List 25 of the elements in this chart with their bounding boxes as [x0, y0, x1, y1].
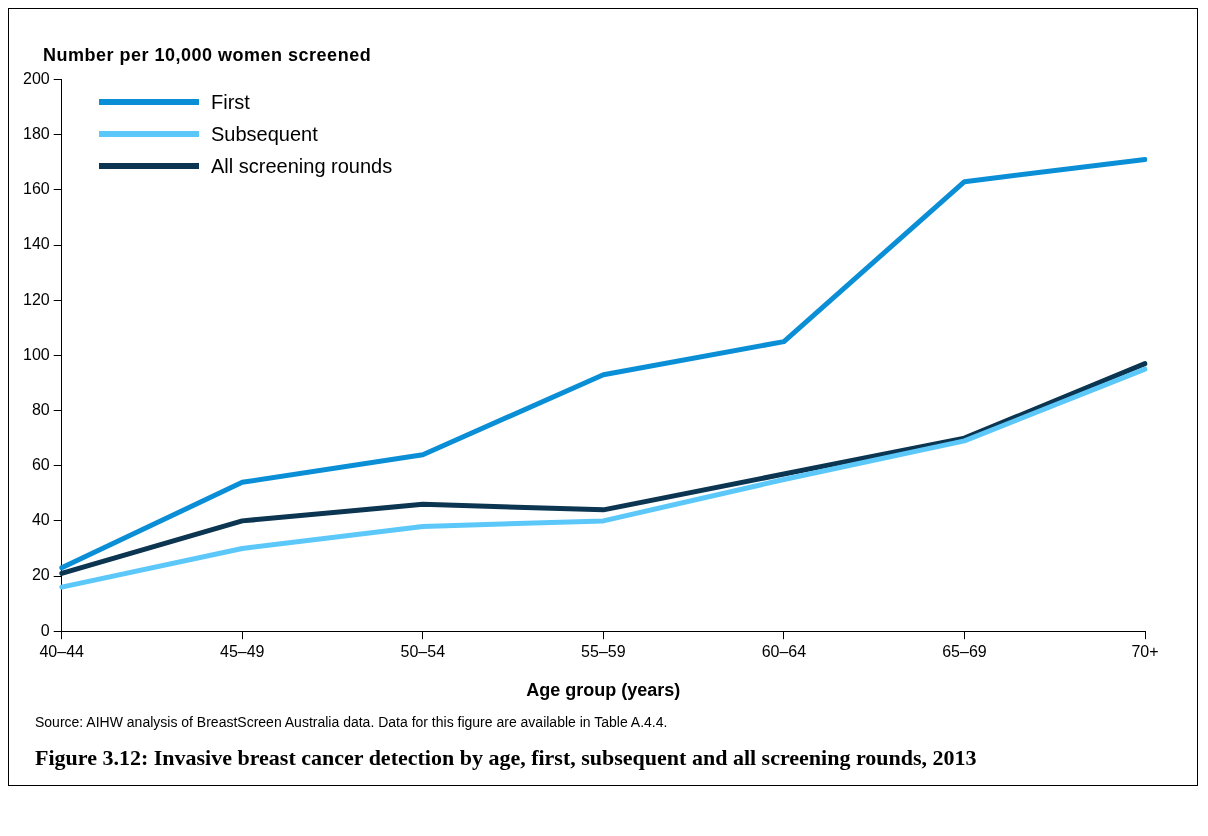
y-tick-label: 200	[22, 70, 50, 88]
y-tick-label: 180	[22, 125, 50, 143]
y-tick-label: 160	[22, 180, 50, 198]
x-tick-label: 45–49	[220, 643, 265, 661]
x-tick-label: 70+	[1131, 643, 1159, 661]
text: Figure 3.12: Invasive breast cancer detection by age, first, subsequent and all screening rounds, 2013	[34, 744, 978, 772]
x-axis-title: Age group (years)	[526, 680, 681, 701]
x-tick-label: 60–64	[761, 643, 807, 661]
x-tick-label: 55–59	[581, 643, 626, 661]
y-tick-label: 120	[22, 290, 50, 308]
y-axis-title: Number per 10,000 women screened	[42, 44, 373, 66]
legend-label: All screening rounds	[211, 154, 393, 178]
legend-label: First	[211, 90, 250, 114]
y-tick-label: 140	[22, 235, 50, 253]
y-tick-label: 100	[22, 345, 50, 363]
y-tick-label: 0	[40, 621, 50, 639]
x-tick-label: 50–54	[400, 643, 446, 661]
y-tick-label: 80	[31, 400, 50, 418]
x-tick-label: 40–44	[39, 643, 85, 661]
source-note: Source: AIHW analysis of BreastScreen Australia data. Data for this figure are available in Table A.4.4.	[34, 713, 669, 730]
y-tick-label: 60	[31, 456, 50, 474]
y-tick-label: 40	[31, 511, 50, 529]
x-tick-label: 65–69	[942, 643, 987, 661]
legend-label: Subsequent	[211, 122, 318, 146]
y-tick-label: 20	[31, 566, 50, 584]
